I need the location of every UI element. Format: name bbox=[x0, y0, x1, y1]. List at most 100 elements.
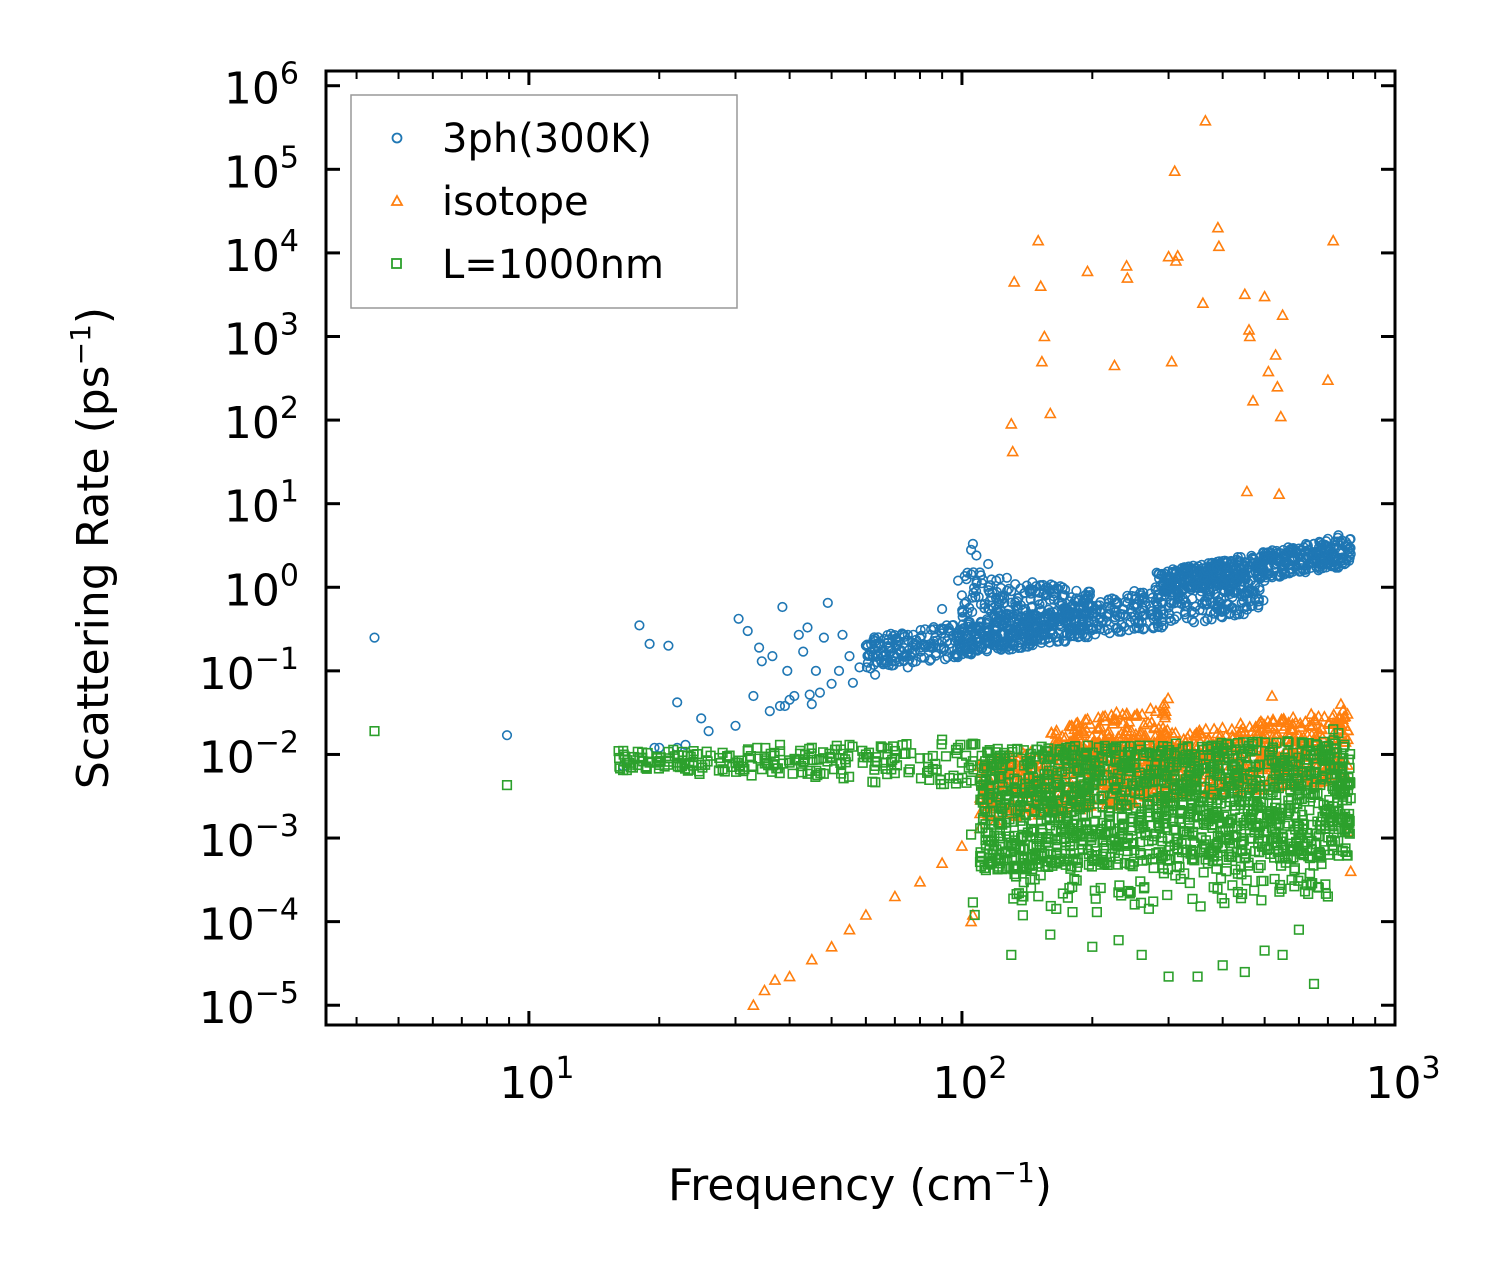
point-boundary bbox=[1237, 845, 1248, 857]
point-boundary bbox=[999, 846, 1011, 857]
point-isotope bbox=[964, 914, 978, 927]
point-3ph bbox=[1300, 567, 1311, 578]
point-boundary bbox=[1125, 749, 1136, 760]
point-3ph bbox=[1048, 594, 1059, 605]
point-boundary bbox=[1087, 941, 1098, 952]
point-boundary bbox=[967, 756, 978, 767]
point-3ph bbox=[1335, 544, 1347, 556]
point-3ph bbox=[1051, 605, 1062, 617]
point-3ph bbox=[1099, 625, 1110, 636]
point-3ph bbox=[1227, 561, 1238, 572]
point-boundary bbox=[1162, 889, 1173, 901]
point-boundary bbox=[1305, 766, 1316, 778]
point-boundary bbox=[1135, 897, 1147, 908]
point-boundary bbox=[1057, 888, 1068, 899]
point-3ph bbox=[915, 624, 926, 636]
point-boundary bbox=[835, 768, 847, 779]
point-3ph bbox=[967, 606, 978, 618]
point-boundary bbox=[1015, 842, 1026, 853]
point-isotope bbox=[1081, 712, 1094, 725]
point-3ph bbox=[1308, 538, 1320, 550]
point-isotope bbox=[1266, 715, 1280, 727]
point-boundary bbox=[927, 763, 938, 775]
point-boundary bbox=[1096, 824, 1107, 835]
point-3ph bbox=[919, 652, 930, 663]
point-3ph bbox=[1152, 589, 1163, 600]
point-3ph bbox=[1029, 611, 1040, 622]
point-isotope bbox=[1122, 715, 1136, 727]
point-3ph bbox=[1217, 578, 1228, 590]
point-isotope bbox=[1336, 712, 1350, 725]
point-boundary bbox=[1024, 860, 1035, 871]
point-boundary bbox=[955, 739, 966, 750]
point-isotope bbox=[1092, 721, 1105, 733]
point-boundary bbox=[1244, 833, 1255, 844]
point-boundary bbox=[1007, 746, 1018, 758]
point-3ph bbox=[1310, 549, 1321, 560]
point-boundary bbox=[1134, 788, 1145, 799]
point-boundary bbox=[1054, 747, 1065, 758]
point-isotope bbox=[1148, 720, 1161, 732]
point-boundary bbox=[701, 746, 712, 757]
point-boundary bbox=[950, 778, 962, 789]
point-boundary bbox=[1184, 877, 1195, 889]
point-boundary bbox=[1125, 859, 1136, 870]
point-boundary bbox=[1191, 784, 1202, 796]
series-l-1000nm bbox=[369, 724, 1356, 989]
point-isotope bbox=[1262, 364, 1275, 377]
point-boundary bbox=[759, 753, 770, 764]
point-boundary bbox=[730, 757, 741, 768]
point-boundary bbox=[738, 765, 749, 777]
point-3ph bbox=[990, 625, 1002, 636]
point-boundary bbox=[1148, 862, 1159, 874]
point-boundary bbox=[1343, 813, 1354, 825]
point-boundary bbox=[1004, 769, 1015, 780]
point-3ph bbox=[983, 558, 994, 570]
point-boundary bbox=[970, 739, 981, 750]
point-3ph bbox=[804, 689, 815, 700]
point-3ph bbox=[1163, 572, 1174, 583]
point-boundary bbox=[1108, 788, 1119, 799]
legend: 3ph(300K) isotope L=1000nm bbox=[350, 94, 738, 309]
point-3ph bbox=[1037, 630, 1048, 641]
point-3ph bbox=[793, 629, 804, 640]
point-boundary bbox=[1010, 871, 1022, 882]
point-boundary bbox=[1095, 882, 1106, 894]
point-boundary bbox=[799, 754, 810, 765]
point-boundary bbox=[904, 764, 915, 775]
point-boundary bbox=[1338, 741, 1349, 753]
point-isotope bbox=[768, 973, 782, 985]
point-boundary bbox=[1011, 775, 1023, 786]
point-boundary bbox=[1051, 903, 1062, 914]
point-boundary bbox=[1336, 769, 1347, 780]
legend-label-3ph: 3ph(300K) bbox=[442, 116, 652, 162]
point-boundary bbox=[613, 752, 625, 764]
point-boundary bbox=[1259, 945, 1270, 956]
point-boundary bbox=[1027, 762, 1038, 773]
point-3ph bbox=[1093, 620, 1104, 631]
point-isotope bbox=[1076, 723, 1089, 735]
point-3ph bbox=[1317, 555, 1328, 566]
point-boundary bbox=[717, 764, 728, 775]
point-isotope bbox=[1115, 726, 1128, 739]
point-3ph bbox=[1087, 600, 1098, 611]
point-boundary bbox=[1227, 760, 1238, 771]
point-boundary bbox=[836, 758, 847, 769]
point-boundary bbox=[1255, 820, 1266, 832]
point-3ph bbox=[1012, 592, 1023, 604]
point-3ph bbox=[1158, 620, 1169, 631]
point-3ph bbox=[878, 650, 889, 662]
point-boundary bbox=[870, 777, 881, 788]
point-boundary bbox=[774, 767, 785, 779]
point-isotope bbox=[1034, 279, 1048, 292]
point-3ph bbox=[1131, 601, 1143, 613]
point-boundary bbox=[1241, 761, 1252, 772]
y-tick-label: 100 bbox=[224, 558, 299, 616]
point-boundary bbox=[1235, 861, 1246, 872]
point-boundary bbox=[1086, 861, 1097, 872]
point-boundary bbox=[1212, 883, 1223, 894]
point-boundary bbox=[871, 752, 882, 763]
point-isotope bbox=[1304, 707, 1318, 720]
point-boundary bbox=[1186, 854, 1198, 865]
point-boundary bbox=[1067, 906, 1078, 918]
